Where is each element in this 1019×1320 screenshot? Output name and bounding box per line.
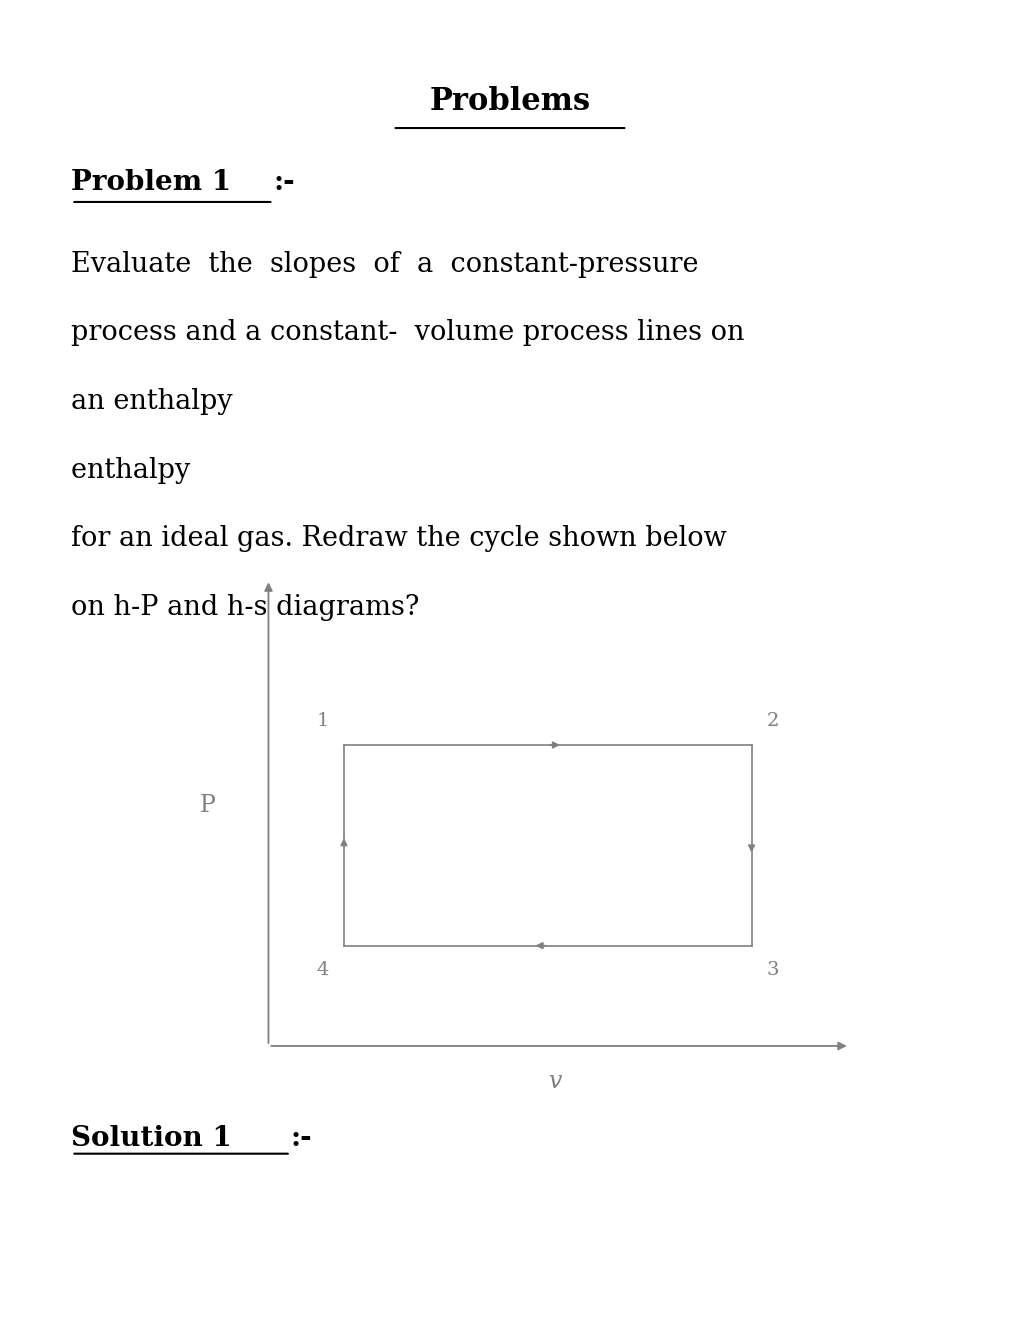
Text: process and a constant-  volume process lines on: process and a constant- volume process l… [71, 319, 744, 346]
Text: Problems: Problems [429, 86, 590, 116]
Text: enthalpy: enthalpy [71, 457, 199, 483]
Text: 3: 3 [766, 961, 779, 978]
Text: 2: 2 [766, 711, 779, 730]
Text: 4: 4 [316, 961, 328, 978]
Text: on h-P and h-s diagrams?: on h-P and h-s diagrams? [71, 594, 420, 620]
Text: an enthalpy: an enthalpy [71, 388, 242, 414]
Text: Solution 1: Solution 1 [71, 1125, 232, 1151]
Text: for an ideal gas. Redraw the cycle shown below: for an ideal gas. Redraw the cycle shown… [71, 525, 727, 552]
Text: Problem 1: Problem 1 [71, 169, 231, 195]
Text: v: v [548, 1069, 561, 1093]
Text: Evaluate  the  slopes  of  a  constant-pressure: Evaluate the slopes of a constant-pressu… [71, 251, 698, 277]
Text: P: P [200, 793, 216, 817]
Text: 1: 1 [316, 711, 328, 730]
Text: :-: :- [290, 1125, 312, 1151]
Text: :-: :- [273, 169, 294, 195]
